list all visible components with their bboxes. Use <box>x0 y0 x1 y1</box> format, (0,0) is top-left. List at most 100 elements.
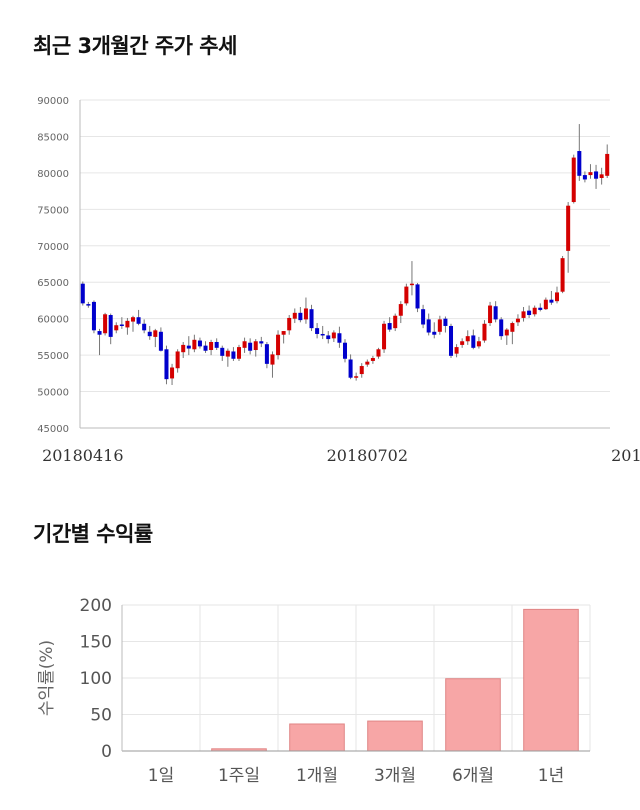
candle <box>398 301 403 324</box>
candle <box>119 317 124 329</box>
candle <box>594 164 599 189</box>
candle <box>242 337 247 353</box>
candle <box>192 334 197 353</box>
candle <box>147 325 152 340</box>
candle-body <box>365 361 370 365</box>
candle <box>499 317 504 340</box>
candlestick-chart: 45000 50000 55000 60000 65000 70000 75000 80000… <box>37 96 640 465</box>
candle-body <box>404 286 409 304</box>
candle <box>220 345 225 361</box>
candle <box>309 304 314 332</box>
candle-body <box>566 205 571 251</box>
candle <box>393 313 398 332</box>
candle <box>426 313 431 336</box>
candle <box>225 348 230 367</box>
candle <box>142 319 147 334</box>
candle <box>86 301 91 308</box>
y-tick-label: 75000 <box>37 205 69 216</box>
candle <box>320 325 325 340</box>
candle-body <box>421 309 426 325</box>
candle <box>409 261 414 296</box>
candle-body <box>554 292 560 302</box>
candle <box>97 328 102 356</box>
candle <box>605 144 610 178</box>
candle <box>521 307 526 322</box>
candle-body <box>510 323 515 332</box>
candle <box>326 331 331 344</box>
y-tick-label: 85000 <box>37 132 69 143</box>
x-tick-label: 1개월 <box>296 766 338 786</box>
candle-body <box>594 171 599 179</box>
candle <box>488 301 493 326</box>
candle <box>136 309 141 326</box>
candle-body <box>181 344 186 353</box>
candle-body <box>577 151 582 176</box>
y-tick-label: 90000 <box>37 96 69 107</box>
candle-body <box>387 323 392 330</box>
y-tick-label: 50 <box>90 706 112 726</box>
candle <box>421 304 426 329</box>
x-tick-label: 20180416 <box>42 446 123 465</box>
candle <box>549 290 554 305</box>
candle-body <box>499 319 504 337</box>
candle-body <box>253 341 258 351</box>
y-tick-label: 55000 <box>37 351 69 362</box>
candle-body <box>426 319 431 333</box>
candle <box>331 330 336 342</box>
candle <box>130 315 136 332</box>
candle <box>354 372 359 381</box>
candle <box>465 330 470 345</box>
candle-body <box>236 347 242 359</box>
candle <box>348 354 353 380</box>
candle-body <box>119 324 124 326</box>
candle-body <box>147 331 152 337</box>
candle <box>504 328 509 345</box>
candle <box>175 349 180 373</box>
candle <box>203 341 208 353</box>
candle <box>264 341 269 369</box>
y-tick-label: 45000 <box>37 424 69 435</box>
candle <box>382 320 387 353</box>
candle <box>365 359 370 367</box>
candle <box>164 345 169 385</box>
candle-body <box>521 311 526 318</box>
candle-body <box>560 258 565 292</box>
candle-body <box>532 307 537 315</box>
candle-body <box>415 284 420 309</box>
y-tick-label: 200 <box>80 596 112 616</box>
candle <box>599 167 604 185</box>
candle-body <box>527 310 532 316</box>
candle-body <box>354 376 359 378</box>
x-tick-label: 20180702 <box>327 446 408 465</box>
candle-body <box>471 335 476 348</box>
candle-body <box>86 304 91 306</box>
candle <box>315 323 320 339</box>
candle-body <box>432 331 437 335</box>
candle-body <box>315 328 320 334</box>
candle-body <box>170 367 175 379</box>
candle <box>91 300 96 334</box>
candle <box>248 338 253 355</box>
candle <box>158 327 163 352</box>
candle-body <box>175 351 180 369</box>
candle-body <box>197 340 202 347</box>
candlestick-chart-title: 최근 3개월간 주가 추세 <box>33 34 237 58</box>
candle-body <box>443 318 448 326</box>
candle <box>153 328 158 348</box>
candle <box>103 312 108 336</box>
y-tick-label: 80000 <box>37 169 69 180</box>
candle <box>114 322 119 334</box>
candle <box>303 297 308 324</box>
candle <box>236 344 242 361</box>
candle-body <box>382 323 387 350</box>
bar <box>289 723 345 752</box>
candle-body <box>231 351 236 359</box>
bar <box>445 678 501 752</box>
candle <box>214 338 219 351</box>
candle-body <box>153 330 158 337</box>
candle-body <box>409 283 414 286</box>
candle <box>588 164 593 179</box>
candle-body <box>114 325 119 331</box>
candle-body <box>543 299 548 310</box>
